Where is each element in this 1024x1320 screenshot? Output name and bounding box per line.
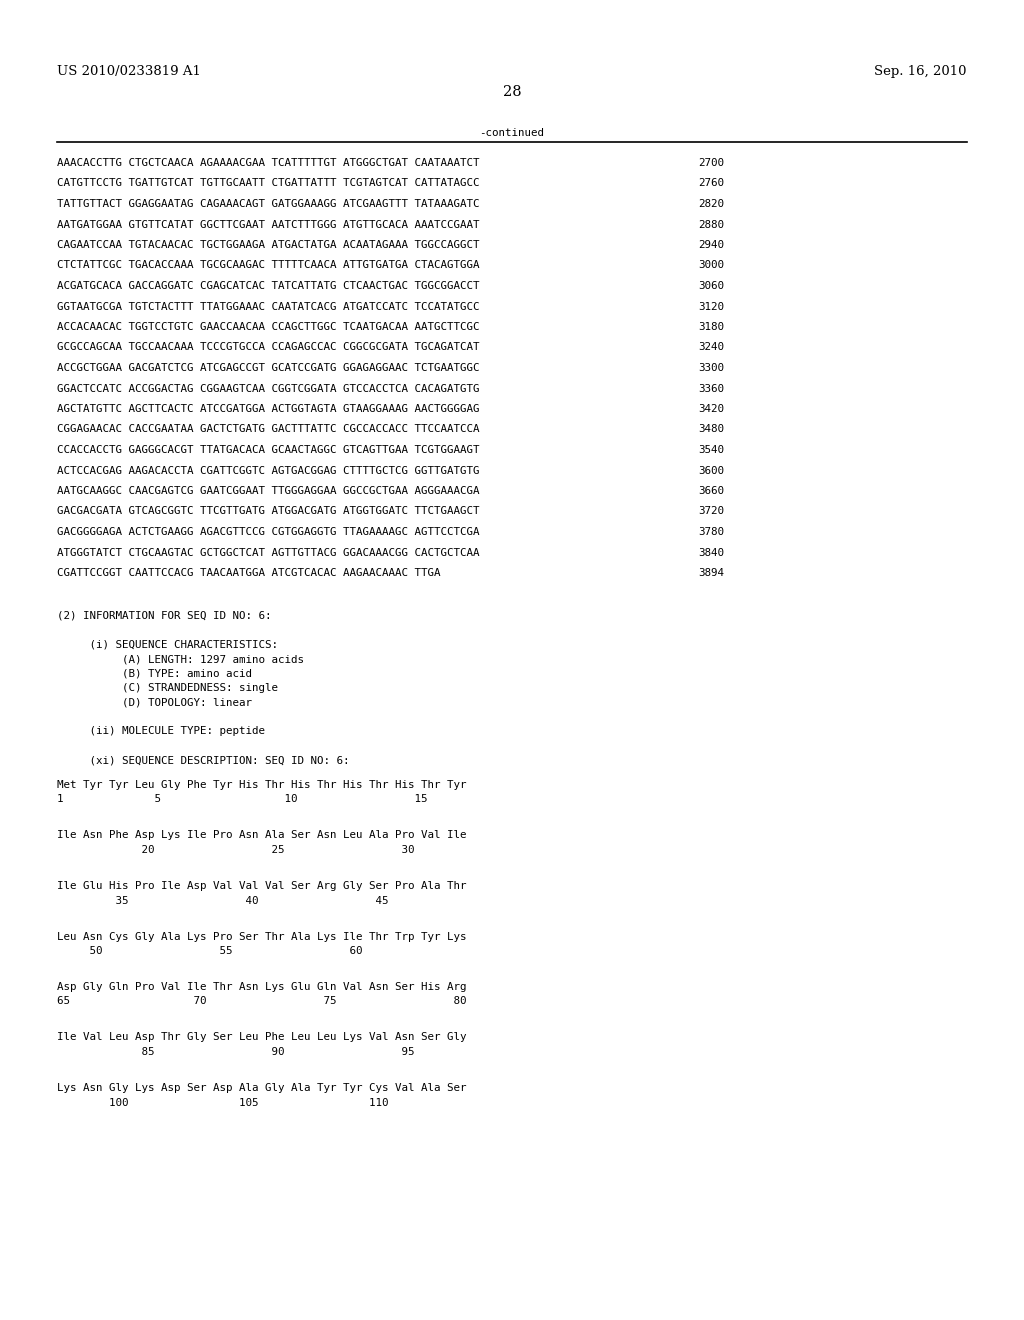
Text: ACCGCTGGAA GACGATCTCG ATCGAGCCGT GCATCCGATG GGAGAGGAAC TCTGAATGGC: ACCGCTGGAA GACGATCTCG ATCGAGCCGT GCATCCG… [57,363,479,374]
Text: Lys Asn Gly Lys Asp Ser Asp Ala Gly Ala Tyr Tyr Cys Val Ala Ser: Lys Asn Gly Lys Asp Ser Asp Ala Gly Ala … [57,1082,467,1093]
Text: AAACACCTTG CTGCTCAACA AGAAAACGAA TCATTTTTGT ATGGGCTGAT CAATAAATCT: AAACACCTTG CTGCTCAACA AGAAAACGAA TCATTTT… [57,158,479,168]
Text: 3120: 3120 [698,301,724,312]
Text: ACCACAACAC TGGTCCTGTC GAACCAACAA CCAGCTTGGC TCAATGACAA AATGCTTCGC: ACCACAACAC TGGTCCTGTC GAACCAACAA CCAGCTT… [57,322,479,333]
Text: GGACTCCATC ACCGGACTAG CGGAAGTCAA CGGTCGGATA GTCCACCTCA CACAGATGTG: GGACTCCATC ACCGGACTAG CGGAAGTCAA CGGTCGG… [57,384,479,393]
Text: CTCTATTCGC TGACACCAAA TGCGCAAGAC TTTTTCAACA ATTGTGATGA CTACAGTGGA: CTCTATTCGC TGACACCAAA TGCGCAAGAC TTTTTCA… [57,260,479,271]
Text: -continued: -continued [479,128,545,139]
Text: 2820: 2820 [698,199,724,209]
Text: (xi) SEQUENCE DESCRIPTION: SEQ ID NO: 6:: (xi) SEQUENCE DESCRIPTION: SEQ ID NO: 6: [57,755,349,766]
Text: Ile Val Leu Asp Thr Gly Ser Leu Phe Leu Leu Lys Val Asn Ser Gly: Ile Val Leu Asp Thr Gly Ser Leu Phe Leu … [57,1032,467,1043]
Text: 3540: 3540 [698,445,724,455]
Text: (i) SEQUENCE CHARACTERISTICS:: (i) SEQUENCE CHARACTERISTICS: [57,639,278,649]
Text: (ii) MOLECULE TYPE: peptide: (ii) MOLECULE TYPE: peptide [57,726,265,737]
Text: 3894: 3894 [698,568,724,578]
Text: (C) STRANDEDNESS: single: (C) STRANDEDNESS: single [57,682,278,693]
Text: 2700: 2700 [698,158,724,168]
Text: AATGATGGAA GTGTTCATAT GGCTTCGAAT AATCTTTGGG ATGTTGCACA AAATCCGAAT: AATGATGGAA GTGTTCATAT GGCTTCGAAT AATCTTT… [57,219,479,230]
Text: GGTAATGCGA TGTCTACTTT TTATGGAAAC CAATATCACG ATGATCCATC TCCATATGCC: GGTAATGCGA TGTCTACTTT TTATGGAAAC CAATATC… [57,301,479,312]
Text: 20                  25                  30: 20 25 30 [57,845,415,855]
Text: 2880: 2880 [698,219,724,230]
Text: CATGTTCCTG TGATTGTCAT TGTTGCAATT CTGATTATTT TCGTAGTCAT CATTATAGCC: CATGTTCCTG TGATTGTCAT TGTTGCAATT CTGATTA… [57,178,479,189]
Text: 3420: 3420 [698,404,724,414]
Text: 1              5                   10                  15: 1 5 10 15 [57,795,427,804]
Text: 3720: 3720 [698,507,724,516]
Text: GCGCCAGCAA TGCCAACAAA TCCCGTGCCA CCAGAGCCAC CGGCGCGATA TGCAGATCAT: GCGCCAGCAA TGCCAACAAA TCCCGTGCCA CCAGAGC… [57,342,479,352]
Text: CCACCACCTG GAGGGCACGT TTATGACACA GCAACTAGGC GTCAGTTGAA TCGTGGAAGT: CCACCACCTG GAGGGCACGT TTATGACACA GCAACTA… [57,445,479,455]
Text: 2940: 2940 [698,240,724,249]
Text: 3780: 3780 [698,527,724,537]
Text: 3300: 3300 [698,363,724,374]
Text: CAGAATCCAA TGTACAACAC TGCTGGAAGA ATGACTATGA ACAATAGAAA TGGCCAGGCT: CAGAATCCAA TGTACAACAC TGCTGGAAGA ATGACTA… [57,240,479,249]
Text: CGGAGAACAC CACCGAATAA GACTCTGATG GACTTTATTC CGCCACCACC TTCCAATCCA: CGGAGAACAC CACCGAATAA GACTCTGATG GACTTTA… [57,425,479,434]
Text: 3000: 3000 [698,260,724,271]
Text: AGCTATGTTC AGCTTCACTC ATCCGATGGA ACTGGTAGTA GTAAGGAAAG AACTGGGGAG: AGCTATGTTC AGCTTCACTC ATCCGATGGA ACTGGTA… [57,404,479,414]
Text: 3840: 3840 [698,548,724,557]
Text: GACGACGATA GTCAGCGGTC TTCGTTGATG ATGGACGATG ATGGTGGATC TTCTGAAGCT: GACGACGATA GTCAGCGGTC TTCGTTGATG ATGGACG… [57,507,479,516]
Text: Leu Asn Cys Gly Ala Lys Pro Ser Thr Ala Lys Ile Thr Trp Tyr Lys: Leu Asn Cys Gly Ala Lys Pro Ser Thr Ala … [57,932,467,941]
Text: 85                  90                  95: 85 90 95 [57,1047,415,1057]
Text: Ile Asn Phe Asp Lys Ile Pro Asn Ala Ser Asn Leu Ala Pro Val Ile: Ile Asn Phe Asp Lys Ile Pro Asn Ala Ser … [57,830,467,841]
Text: GACGGGGAGA ACTCTGAAGG AGACGTTCCG CGTGGAGGTG TTAGAAAAGC AGTTCCTCGA: GACGGGGAGA ACTCTGAAGG AGACGTTCCG CGTGGAG… [57,527,479,537]
Text: AATGCAAGGC CAACGAGTCG GAATCGGAAT TTGGGAGGAA GGCCGCTGAA AGGGAAACGA: AATGCAAGGC CAACGAGTCG GAATCGGAAT TTGGGAG… [57,486,479,496]
Text: 3360: 3360 [698,384,724,393]
Text: ACTCCACGAG AAGACACCTA CGATTCGGTC AGTGACGGAG CTTTTGCTCG GGTTGATGTG: ACTCCACGAG AAGACACCTA CGATTCGGTC AGTGACG… [57,466,479,475]
Text: 3600: 3600 [698,466,724,475]
Text: 35                  40                  45: 35 40 45 [57,895,388,906]
Text: 3060: 3060 [698,281,724,290]
Text: 28: 28 [503,84,521,99]
Text: (D) TOPOLOGY: linear: (D) TOPOLOGY: linear [57,697,252,708]
Text: 3240: 3240 [698,342,724,352]
Text: (A) LENGTH: 1297 amino acids: (A) LENGTH: 1297 amino acids [57,653,304,664]
Text: 2760: 2760 [698,178,724,189]
Text: Met Tyr Tyr Leu Gly Phe Tyr His Thr His Thr His Thr His Thr Tyr: Met Tyr Tyr Leu Gly Phe Tyr His Thr His … [57,780,467,789]
Text: (2) INFORMATION FOR SEQ ID NO: 6:: (2) INFORMATION FOR SEQ ID NO: 6: [57,610,271,620]
Text: Asp Gly Gln Pro Val Ile Thr Asn Lys Glu Gln Val Asn Ser His Arg: Asp Gly Gln Pro Val Ile Thr Asn Lys Glu … [57,982,467,993]
Text: (B) TYPE: amino acid: (B) TYPE: amino acid [57,668,252,678]
Text: 3660: 3660 [698,486,724,496]
Text: 65                   70                  75                  80: 65 70 75 80 [57,997,467,1006]
Text: Sep. 16, 2010: Sep. 16, 2010 [874,65,967,78]
Text: TATTGTTACT GGAGGAATAG CAGAAACAGT GATGGAAAGG ATCGAAGTTT TATAAAGATC: TATTGTTACT GGAGGAATAG CAGAAACAGT GATGGAA… [57,199,479,209]
Text: 50                  55                  60: 50 55 60 [57,946,362,956]
Text: 3180: 3180 [698,322,724,333]
Text: Ile Glu His Pro Ile Asp Val Val Val Ser Arg Gly Ser Pro Ala Thr: Ile Glu His Pro Ile Asp Val Val Val Ser … [57,880,467,891]
Text: ACGATGCACA GACCAGGATC CGAGCATCAC TATCATTATG CTCAACTGAC TGGCGGACCT: ACGATGCACA GACCAGGATC CGAGCATCAC TATCATT… [57,281,479,290]
Text: ATGGGTATCT CTGCAAGTAC GCTGGCTCAT AGTTGTTACG GGACAAACGG CACTGCTCAA: ATGGGTATCT CTGCAAGTAC GCTGGCTCAT AGTTGTT… [57,548,479,557]
Text: 100                 105                 110: 100 105 110 [57,1097,388,1107]
Text: CGATTCCGGT CAATTCCACG TAACAATGGA ATCGTCACAC AAGAACAAAC TTGA: CGATTCCGGT CAATTCCACG TAACAATGGA ATCGTCA… [57,568,440,578]
Text: US 2010/0233819 A1: US 2010/0233819 A1 [57,65,201,78]
Text: 3480: 3480 [698,425,724,434]
